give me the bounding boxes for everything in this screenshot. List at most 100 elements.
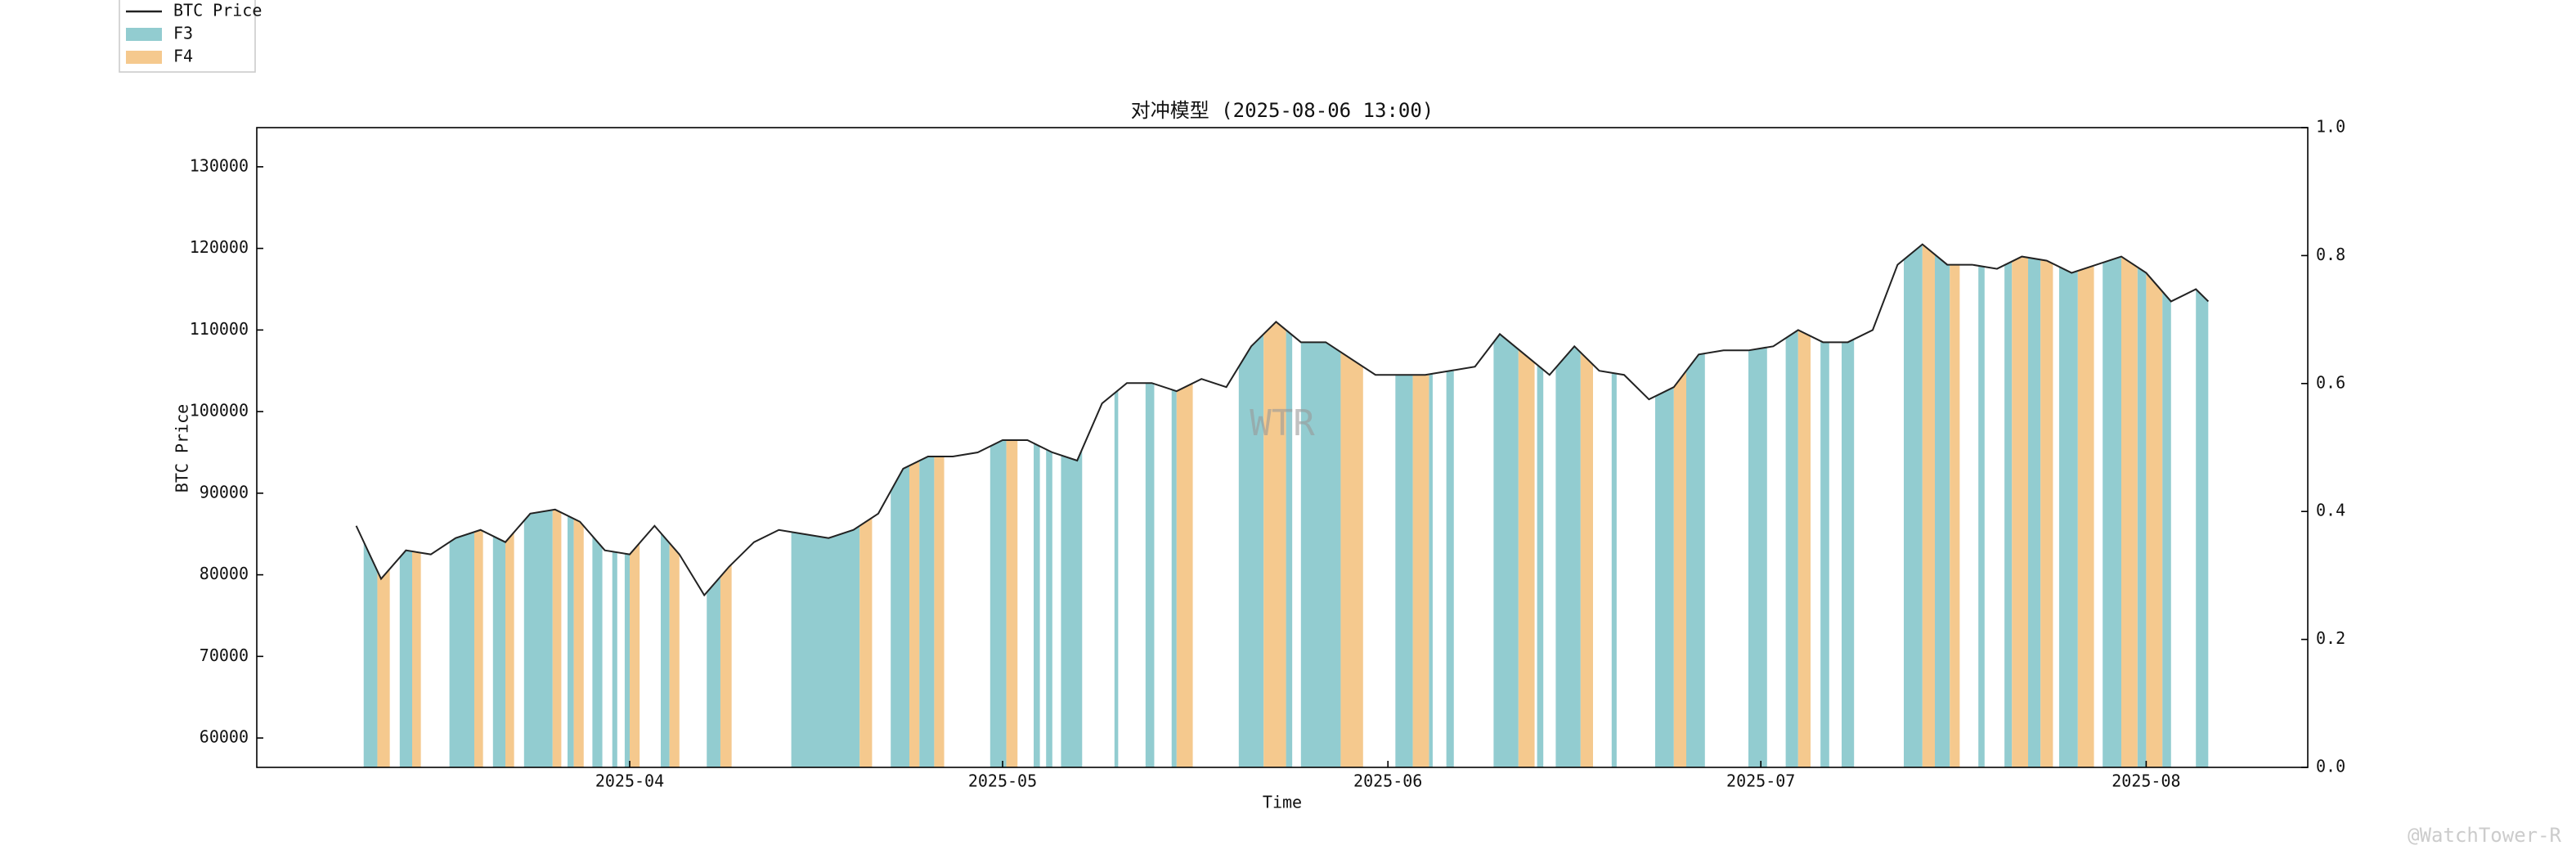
band-f4 <box>1518 244 1535 767</box>
band-f4 <box>474 244 483 767</box>
band-f4 <box>1412 244 1429 767</box>
x-tick-label: 2025-07 <box>1726 771 1795 791</box>
band-f4 <box>1673 244 1686 767</box>
x-axis-label: Time <box>1263 793 1302 812</box>
band-f3 <box>2162 244 2171 767</box>
band-f3 <box>2196 244 2209 767</box>
band-f4 <box>2121 244 2138 767</box>
band-f4 <box>2146 244 2163 767</box>
band-f3 <box>1145 244 1155 767</box>
band-f3 <box>1655 244 1674 767</box>
band-f3 <box>791 244 860 767</box>
x-tick-label: 2025-05 <box>968 771 1037 791</box>
band-f4 <box>1263 244 1286 767</box>
band-f4 <box>1797 244 1811 767</box>
band-f4 <box>1580 244 1593 767</box>
band-f4 <box>505 244 514 767</box>
band-f3 <box>592 244 603 767</box>
band-f3 <box>2028 244 2041 767</box>
band-f4 <box>573 244 584 767</box>
band-f4 <box>934 244 945 767</box>
band-f4 <box>720 244 732 767</box>
y-tick-label: 100000 <box>190 401 249 421</box>
legend-swatch <box>126 51 162 64</box>
band-f3 <box>990 244 1007 767</box>
band-f3 <box>1820 244 1829 767</box>
band-f3 <box>2103 244 2121 767</box>
band-f3 <box>1446 244 1454 767</box>
band-f3 <box>449 244 474 767</box>
y-tick-label: 130000 <box>190 155 249 175</box>
band-f4 <box>2077 244 2094 767</box>
y-tick-label: 90000 <box>200 482 249 501</box>
band-f3 <box>1904 244 1923 767</box>
band-f3 <box>1686 244 1705 767</box>
band-f3 <box>1978 244 1985 767</box>
band-f3 <box>399 244 412 767</box>
watermark-center: WTR <box>1250 403 1315 444</box>
bands <box>363 244 2209 767</box>
y2-tick-label: 0.8 <box>2316 245 2345 264</box>
band-f4 <box>1340 244 1363 767</box>
band-f3 <box>568 244 574 767</box>
band-f3 <box>1555 244 1581 767</box>
y2-tick-label: 0.2 <box>2316 628 2345 648</box>
y-tick-label: 120000 <box>190 237 249 257</box>
band-f4 <box>859 244 873 767</box>
band-f4 <box>1006 244 1018 767</box>
band-f3 <box>612 244 617 767</box>
x-tick-label: 2025-06 <box>1353 771 1422 791</box>
band-f3 <box>1034 244 1040 767</box>
band-f3 <box>2059 244 2078 767</box>
watermark-corner: @WatchTower-R <box>2408 824 2561 847</box>
band-f3 <box>1300 244 1341 767</box>
band-f3 <box>1395 244 1413 767</box>
x-tick-label: 2025-04 <box>595 771 664 791</box>
band-f4 <box>630 244 640 767</box>
band-f4 <box>412 244 421 767</box>
band-f3 <box>1061 244 1083 767</box>
y-tick-label: 110000 <box>190 319 249 339</box>
band-f3 <box>1748 244 1767 767</box>
band-f4 <box>909 244 920 767</box>
band-f4 <box>1950 244 1960 767</box>
band-f4 <box>1176 244 1193 767</box>
band-f4 <box>2040 244 2053 767</box>
y2-tick-label: 0.4 <box>2316 501 2345 520</box>
legend-label: F4 <box>173 47 193 66</box>
band-f3 <box>1286 244 1293 767</box>
band-f4 <box>552 244 562 767</box>
legend-label: BTC Price <box>173 1 262 20</box>
x-tick-label: 2025-08 <box>2112 771 2180 791</box>
y-tick-label: 70000 <box>200 645 249 665</box>
band-f4 <box>1922 244 1935 767</box>
band-f4 <box>377 244 390 767</box>
plot-frame <box>256 127 2309 768</box>
band-f3 <box>891 244 909 767</box>
band-f3 <box>1238 244 1264 767</box>
legend-label: F3 <box>173 24 193 43</box>
band-f3 <box>492 244 505 767</box>
band-f3 <box>1785 244 1798 767</box>
band-f3 <box>523 244 553 767</box>
band-f3 <box>1114 244 1119 767</box>
band-f3 <box>919 244 935 767</box>
price-line <box>355 243 2210 597</box>
band-f3 <box>1046 244 1052 767</box>
legend-swatch <box>126 28 162 41</box>
band-f3 <box>363 244 378 767</box>
band-f3 <box>1537 244 1544 767</box>
y2-tick-label: 1.0 <box>2316 117 2345 137</box>
y2-tick-label: 0.0 <box>2316 757 2345 776</box>
band-f3 <box>624 244 630 767</box>
chart-title: 对冲模型 (2025-08-06 13:00) <box>1131 99 1434 122</box>
band-f3 <box>1935 244 1950 767</box>
band-f3 <box>2004 244 2013 767</box>
y-axis-label: BTC Price <box>173 404 192 492</box>
y2-tick-label: 0.6 <box>2316 372 2345 392</box>
band-f3 <box>1493 244 1519 767</box>
band-f3 <box>1171 244 1177 767</box>
y-tick-label: 60000 <box>200 727 249 747</box>
